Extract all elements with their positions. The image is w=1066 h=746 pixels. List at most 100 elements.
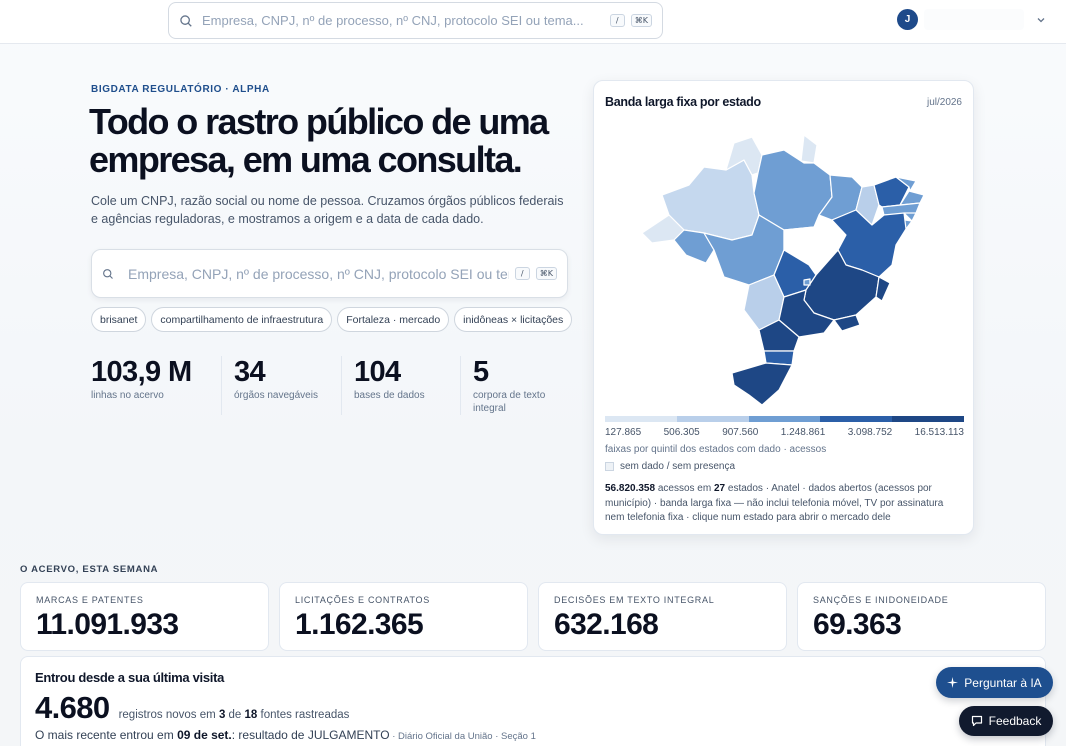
suggestion-chip[interactable]: brisanet <box>91 307 147 332</box>
state-rj[interactable] <box>833 314 861 332</box>
main-search-input[interactable]: Empresa, CNPJ, nº de processo, nº CNJ, p… <box>91 249 568 298</box>
no-data-swatch <box>605 462 614 471</box>
acervo-card-title: MARCAS E PATENTES <box>36 595 144 605</box>
last-visit-title: Entrou desde a sua última visita <box>35 670 225 685</box>
most-recent-entry[interactable]: O mais recente entrou em 09 de set.: res… <box>35 728 536 742</box>
top-search-placeholder: Empresa, CNPJ, nº de processo, nº CNJ, p… <box>202 13 584 28</box>
acervo-card-licitacoes[interactable]: LICITAÇÕES E CONTRATOS 1.162.365 <box>279 582 528 651</box>
map-states-count: 27 <box>713 483 726 494</box>
legend-tick: 1.248.861 <box>780 427 826 438</box>
legend-bar <box>605 416 964 422</box>
last-text: : resultado de JULGAMENTO <box>231 728 390 742</box>
eyebrow-label: BIGDATA REGULATÓRIO · ALPHA <box>91 84 270 95</box>
avatar[interactable]: J <box>897 9 918 30</box>
map-footnote: 56.820.358 acessos em 27 estados · Anate… <box>605 482 965 526</box>
suggestion-chip[interactable]: Fortaleza · mercado <box>337 307 450 332</box>
stat-databases: 104 bases de dados <box>341 356 460 415</box>
state-to[interactable] <box>783 226 817 266</box>
last-visit-card: Entrou desde a sua última visita 4.680 r… <box>20 656 1046 746</box>
stat-value: 5 <box>473 356 489 388</box>
map-total-accesses: 56.820.358 <box>605 483 656 494</box>
legend-swatch <box>892 416 964 422</box>
map-title: Banda larga fixa por estado <box>605 95 761 109</box>
search-icon <box>103 268 113 279</box>
acervo-cards: MARCAS E PATENTES 11.091.933 LICITAÇÕES … <box>20 582 1046 651</box>
shortcut-cmdk-badge: ⌘K <box>630 14 652 27</box>
stat-corpora: 5 corpora de texto integral <box>460 356 560 415</box>
chevron-down-icon[interactable] <box>1036 15 1046 25</box>
acervo-card-sancoes[interactable]: SANÇÕES E INIDONEIDADE 69.363 <box>797 582 1046 651</box>
user-name <box>924 9 1024 30</box>
legend-tick: 3.098.752 <box>847 427 893 438</box>
broadband-map-card: Banda larga fixa por estado jul/2026 <box>593 80 974 535</box>
acervo-card-value: 632.168 <box>554 608 659 641</box>
stat-label: linhas no acervo <box>91 390 164 401</box>
desc-text: de <box>225 709 245 721</box>
legend-ticks: 127.865 506.305 907.560 1.248.861 3.098.… <box>605 427 964 438</box>
stat-value: 104 <box>354 356 401 388</box>
acervo-card-decisoes[interactable]: DECISÕES EM TEXTO INTEGRAL 632.168 <box>538 582 787 651</box>
legend-swatch <box>820 416 893 422</box>
hero-title: Todo o rastro público de uma empresa, em… <box>89 103 569 179</box>
state-rs[interactable] <box>731 362 793 406</box>
stat-label: corpora de texto integral <box>473 390 546 414</box>
suggestion-chip[interactable]: compartilhamento de infraestrutura <box>151 307 333 332</box>
no-data-legend: sem dado / sem presença <box>605 461 735 472</box>
stat-value: 103,9 M <box>91 356 192 388</box>
state-df[interactable] <box>803 278 811 286</box>
top-search-input[interactable]: Empresa, CNPJ, nº de processo, nº CNJ, p… <box>168 2 663 39</box>
new-records-count: 4.680 <box>35 690 110 725</box>
legend-tick: 16.513.113 <box>914 427 964 438</box>
new-records-desc: registros novos em 3 de 18 fontes rastre… <box>119 709 350 721</box>
hero-title-line2: empresa, em uma consulta. <box>89 139 523 180</box>
state-pr[interactable] <box>758 319 800 352</box>
state-ap[interactable] <box>800 134 818 164</box>
acervo-card-marcas[interactable]: MARCAS E PATENTES 11.091.933 <box>20 582 269 651</box>
state-al[interactable] <box>903 212 917 222</box>
legend-tick: 506.305 <box>663 427 700 438</box>
main-search-placeholder: Empresa, CNPJ, nº de processo, nº CNJ, p… <box>128 265 509 282</box>
top-bar: Empresa, CNPJ, nº de processo, nº CNJ, p… <box>0 0 1066 44</box>
acervo-card-title: SANÇÕES E INIDONEIDADE <box>813 595 949 605</box>
acervo-card-value: 69.363 <box>813 608 902 641</box>
state-es[interactable] <box>875 276 891 302</box>
desc-text: registros novos em <box>118 709 219 721</box>
legend-tick: 127.865 <box>605 427 642 438</box>
acervo-card-title: DECISÕES EM TEXTO INTEGRAL <box>554 595 715 605</box>
acervo-card-value: 11.091.933 <box>36 608 179 641</box>
acervo-section-label: O ACERVO, ESTA SEMANA <box>20 564 159 575</box>
map-foot-text: acessos em <box>655 483 714 494</box>
stat-rows: 103,9 M linhas no acervo <box>91 356 221 415</box>
shortcut-cmdk-badge: ⌘K <box>535 267 557 280</box>
stat-label: bases de dados <box>354 390 425 401</box>
legend-swatch <box>676 416 749 422</box>
stat-value: 34 <box>234 356 266 388</box>
ask-ai-button[interactable]: Perguntar à IA <box>936 667 1053 698</box>
shortcut-slash-badge: / <box>514 267 530 280</box>
acervo-card-title: LICITAÇÕES E CONTRATOS <box>295 595 430 605</box>
hero-title-line1: Todo o rastro público de uma <box>89 101 549 142</box>
feedback-button[interactable]: Feedback <box>959 706 1053 736</box>
desc-total: 18 <box>244 709 258 721</box>
feedback-label: Feedback <box>988 714 1042 728</box>
map-foot-text: estados · Anatel · dados abertos (acesso… <box>605 483 944 523</box>
legend-tick: 907.560 <box>722 427 759 438</box>
desc-sources: 3 <box>218 709 226 721</box>
last-visit-summary: 4.680 registros novos em 3 de 18 fontes … <box>35 690 349 726</box>
hero-subtitle: Cole um CNPJ, razão social ou nome de pe… <box>91 194 564 226</box>
last-source: · Diário Oficial da União · Seção 1 <box>389 731 536 742</box>
desc-text: fontes rastreadas <box>257 709 350 721</box>
stats-row: 103,9 M linhas no acervo 34 órgãos naveg… <box>91 356 560 415</box>
suggestion-chip[interactable]: inidôneas × licitações <box>454 307 573 332</box>
sparkle-icon <box>947 677 959 688</box>
stat-label: órgãos navegáveis <box>234 390 318 401</box>
user-menu[interactable]: J <box>897 9 1046 30</box>
state-pa[interactable] <box>753 149 833 231</box>
legend-swatch <box>605 416 677 422</box>
stat-organs: 34 órgãos navegáveis <box>221 356 341 415</box>
shortcut-slash-badge: / <box>609 14 625 27</box>
suggestion-chips: brisanet compartilhamento de infraestrut… <box>91 307 573 332</box>
brazil-choropleth-map[interactable] <box>634 115 934 413</box>
ask-ai-label: Perguntar à IA <box>964 675 1042 690</box>
last-date: 09 de set. <box>177 728 232 742</box>
